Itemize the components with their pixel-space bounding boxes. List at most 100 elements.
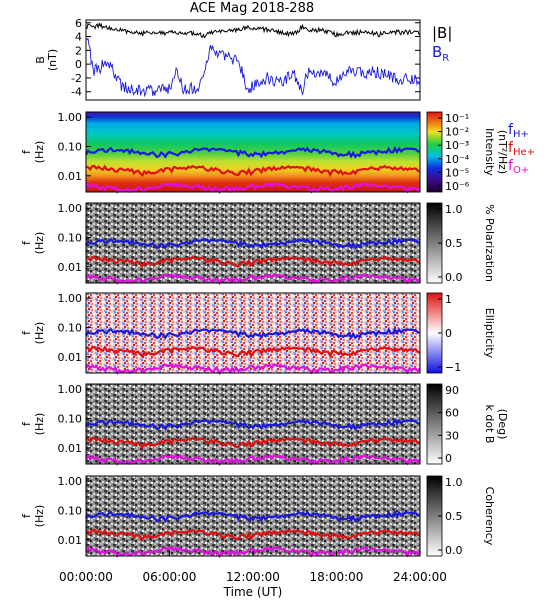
gyro-line-o (85, 363, 421, 376)
ytick-label: 0.10 (58, 231, 83, 244)
ytick-label: 1.00 (58, 111, 83, 124)
ytick-label: 0.10 (58, 140, 83, 153)
panel-bfield-series (85, 21, 421, 98)
ytick-label: 1.00 (58, 202, 83, 215)
colorbar-tick-label: 10⁻⁵ (445, 166, 469, 179)
colorbar-tick-label: 0 (445, 452, 452, 465)
gyro-line-h (85, 326, 421, 340)
colorbar-label: (nT²/Hz) (496, 130, 509, 174)
ytick-label: 1.00 (58, 292, 83, 305)
gyro-line-o (85, 454, 421, 467)
ytick-label: 0.01 (58, 351, 83, 364)
colorbar-tick-label: 10⁻⁶ (445, 180, 470, 193)
xtick-label: 12:00:00 (226, 570, 280, 584)
ytick-label: 0.01 (58, 170, 83, 183)
y-axis-label: (nT) (46, 49, 59, 71)
heatmap-frame (85, 111, 421, 193)
colorbar-tick-label: 0.5 (445, 237, 463, 250)
ytick-label: 4 (75, 31, 82, 44)
colorbar-label: Intensity (483, 128, 496, 176)
heatmap-panel-4: 1.00 0.10 0.01 f (Hz) 90 60 30 0 k dot B (Deg) (20, 383, 509, 467)
gyro-line-h (85, 145, 421, 159)
heatmap-panel-1: 1.00 0.10 0.01 f (Hz) 10⁻¹10⁻²10⁻³10⁻⁴10⁻⁵10⁻… (20, 111, 535, 195)
series-br-line (85, 37, 421, 98)
colorbar (426, 383, 443, 465)
series-babs-line (85, 21, 421, 39)
colorbar-label: (Deg) (496, 409, 509, 440)
colorbar-label: k dot B (483, 405, 496, 444)
gyro-legend-sub: H+ (513, 129, 529, 140)
xtick-label: 00:00:00 (59, 570, 113, 584)
gyro-line-o (85, 546, 421, 559)
xtick-label: 18:00:00 (310, 570, 364, 584)
ytick-label: 0.10 (58, 321, 83, 334)
colorbar-tick-label: 0.0 (445, 271, 463, 284)
gyro-line-he (85, 436, 421, 450)
y-axis-label: (Hz) (33, 413, 46, 436)
y-axis-label: (Hz) (33, 322, 46, 345)
colorbar-tick-label: 10⁻¹ (445, 112, 469, 125)
chart-title: ACE Mag 2018-288 (190, 1, 314, 16)
colorbar-tick-label: 60 (445, 407, 459, 420)
gyro-line-he (85, 345, 421, 359)
colorbar-tick-label: 10⁻⁴ (445, 153, 470, 166)
panel-bfield-legend: |B|BR (432, 24, 452, 64)
ytick-label: 0 (75, 58, 82, 71)
colorbar-tick-label: −1 (445, 361, 461, 374)
colorbar-tick-label: 0 (445, 327, 452, 340)
colorbar-label: Ellipticity (483, 308, 496, 359)
colorbar-tick-label: 1.0 (445, 476, 463, 489)
heatmap-panel-5: 1.00 0.10 0.01 f (Hz) 1.0 0.5 0.0 Coherency (20, 475, 496, 559)
gyro-line-he (85, 164, 421, 178)
ytick-label: 0.10 (58, 412, 83, 425)
ytick-label: 1.00 (58, 383, 83, 396)
y-axis-label: (Hz) (33, 505, 46, 528)
heatmap-frame (85, 383, 421, 465)
heatmap-panel-3: 1.00 0.10 0.01 f (Hz) 1 0 −1 Ellipticity (20, 292, 496, 376)
colorbar-tick-label: 0.5 (445, 510, 463, 523)
gyro-legend-sub: O+ (513, 165, 529, 176)
colorbar-tick-label: 1.0 (445, 203, 463, 216)
heatmap-panel-2: 1.00 0.10 0.01 f (Hz) 1.0 0.5 0.0 % Polarization (20, 202, 496, 286)
y-axis-label: f (20, 421, 33, 426)
gyro-line-h (85, 236, 421, 250)
gyro-line-o (85, 273, 421, 286)
colorbar-tick-label: 10⁻³ (445, 139, 469, 152)
ytick-label: 6 (75, 17, 82, 30)
ytick-label: -2 (71, 72, 82, 85)
heatmap-frame (85, 202, 421, 284)
colorbar-label: Coherency (483, 487, 496, 546)
gyro-line-he (85, 255, 421, 269)
colorbar (426, 111, 443, 193)
ytick-label: 1.00 (58, 475, 83, 488)
time-axis: 00:00:00 06:00:00 12:00:00 18:00:00 24:00:00 (59, 551, 447, 584)
colorbar-tick-label: 10⁻² (445, 126, 469, 139)
xtick-label: 06:00:00 (143, 570, 197, 584)
y-axis-label: f (20, 149, 33, 154)
legend-br-sub: R (442, 53, 449, 64)
gyro-line-h (85, 417, 421, 431)
y-axis-label: (Hz) (33, 232, 46, 255)
ytick-label: 0.01 (58, 261, 83, 274)
legend-babs: |B| (432, 24, 452, 42)
gyro-line-he (85, 528, 421, 542)
xtick-label: 24:00:00 (393, 570, 447, 584)
gyro-line-o (85, 182, 421, 195)
heatmap-frame (85, 292, 421, 374)
y-axis-label: (Hz) (33, 141, 46, 164)
ytick-label: -4 (71, 86, 82, 99)
gyro-legend-O+: fO+ (508, 158, 529, 176)
y-axis-label: f (20, 330, 33, 335)
ytick-label: 0.01 (58, 534, 83, 547)
panel-bfield-ylabel: B (nT) (34, 49, 59, 71)
ytick-label: 0.10 (58, 504, 83, 517)
y-axis-label: B (34, 56, 47, 64)
colorbar-tick-label: 30 (445, 429, 459, 442)
gyro-legend-He+: fHe+ (508, 140, 535, 158)
gyro-legend-H+: fH+ (508, 122, 529, 140)
gyro-legend-sub: He+ (513, 147, 535, 158)
heatmap-panels: 1.000.100.01f (Hz)10⁻¹10⁻²10⁻³10⁻⁴10⁻⁵10⁻… (20, 111, 535, 559)
